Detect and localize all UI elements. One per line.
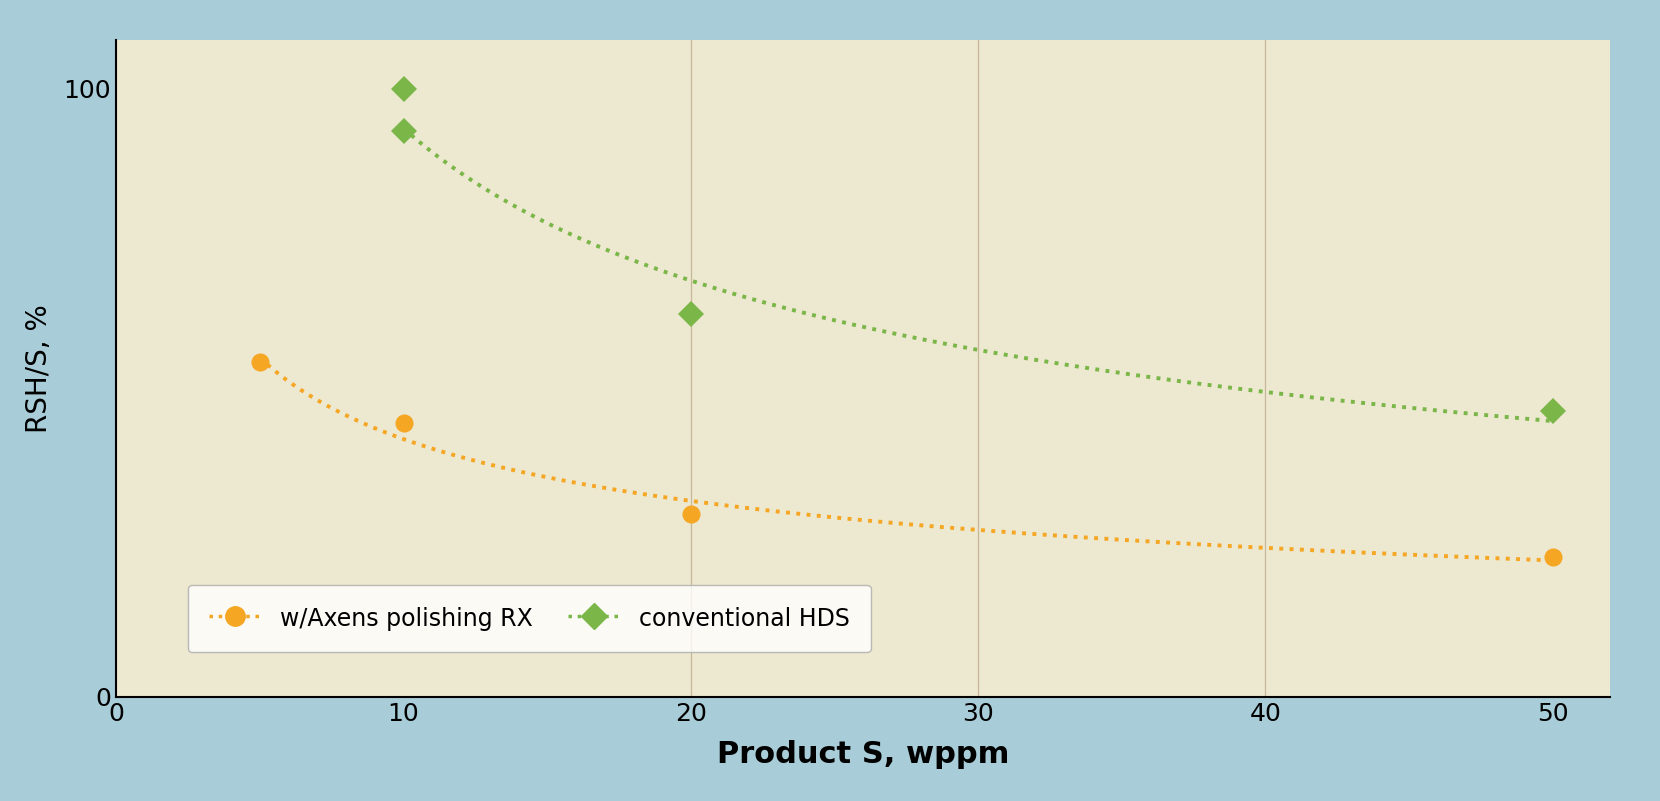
Y-axis label: RSH/S, %: RSH/S, %	[25, 304, 53, 433]
Legend: w/Axens polishing RX, conventional HDS: w/Axens polishing RX, conventional HDS	[188, 585, 872, 652]
X-axis label: Product S, wppm: Product S, wppm	[717, 739, 1009, 769]
